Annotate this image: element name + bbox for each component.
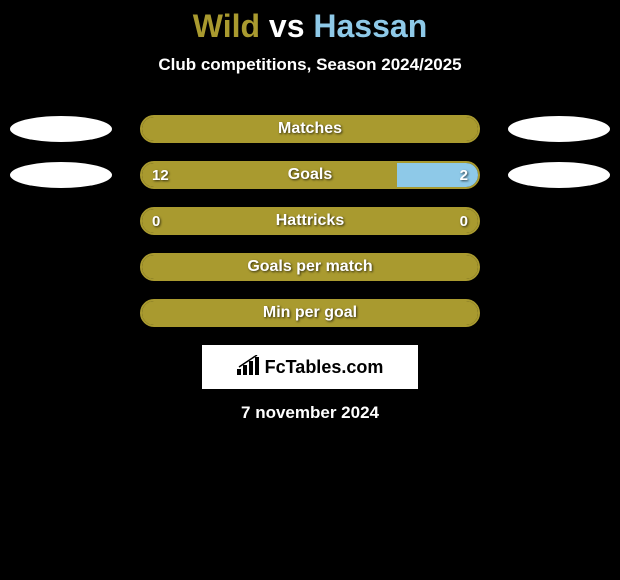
stat-bar: Hattricks0 0 xyxy=(140,207,480,235)
logo-text: FcTables.com xyxy=(265,357,384,378)
player2-photo-ellipse xyxy=(508,162,610,188)
player1-photo-ellipse xyxy=(10,254,112,280)
stat-row: Goals12 2 xyxy=(0,161,620,189)
stat-row: Matches xyxy=(0,115,620,143)
stats-list: Matches Goals12 2 Hattricks0 0 Goals per matc… xyxy=(0,115,620,327)
chart-icon xyxy=(237,355,261,380)
stat-value-right: 2 xyxy=(450,163,478,187)
stat-bar: Goals per match xyxy=(140,253,480,281)
stat-bar: Matches xyxy=(140,115,480,143)
stat-label: Hattricks xyxy=(142,209,478,233)
player2-photo-ellipse xyxy=(508,300,610,326)
player2-photo-ellipse xyxy=(508,116,610,142)
stat-value-left: 12 xyxy=(142,163,179,187)
logo-box: FcTables.com xyxy=(202,345,418,389)
stat-label: Goals per match xyxy=(142,255,478,279)
stat-label: Matches xyxy=(142,117,478,141)
title-player2: Hassan xyxy=(313,8,427,44)
stat-bar: Goals12 2 xyxy=(140,161,480,189)
comparison-widget: Wild vs Hassan Club competitions, Season… xyxy=(0,0,620,423)
stat-row: Min per goal xyxy=(0,299,620,327)
stat-row: Hattricks0 0 xyxy=(0,207,620,235)
stat-value-right: 0 xyxy=(450,209,478,233)
stat-label: Goals xyxy=(142,163,478,187)
player1-photo-ellipse xyxy=(10,208,112,234)
title-player1: Wild xyxy=(193,8,260,44)
date-text: 7 november 2024 xyxy=(0,403,620,423)
player2-photo-ellipse xyxy=(508,254,610,280)
player1-photo-ellipse xyxy=(10,300,112,326)
player1-photo-ellipse xyxy=(10,116,112,142)
stat-value-left: 0 xyxy=(142,209,170,233)
page-title: Wild vs Hassan xyxy=(0,8,620,45)
stat-row: Goals per match xyxy=(0,253,620,281)
player2-photo-ellipse xyxy=(508,208,610,234)
stat-bar: Min per goal xyxy=(140,299,480,327)
title-vs: vs xyxy=(269,8,305,44)
player1-photo-ellipse xyxy=(10,162,112,188)
subtitle: Club competitions, Season 2024/2025 xyxy=(0,55,620,75)
stat-label: Min per goal xyxy=(142,301,478,325)
